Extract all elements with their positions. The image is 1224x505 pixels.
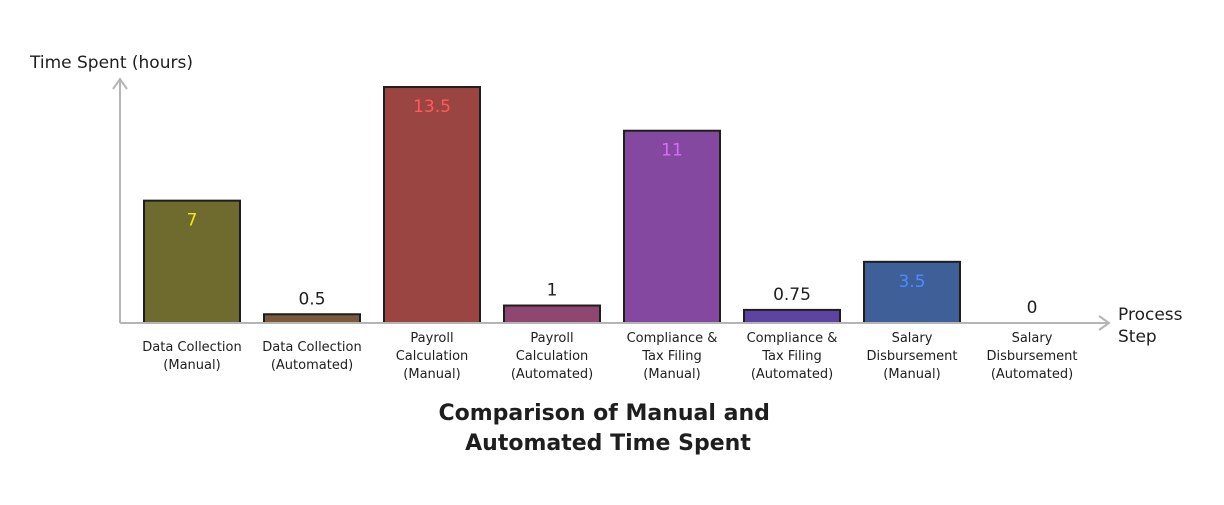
- x-tick-label-3-line-0: Payroll: [530, 331, 573, 346]
- y-axis-label: Time Spent (hours): [29, 53, 193, 73]
- x-tick-label-4: Compliance & Tax Filing (Manual): [627, 331, 718, 382]
- bar-0: [143, 199, 241, 324]
- value-label-0: 7: [187, 211, 198, 231]
- axes: [112, 77, 1111, 331]
- bars-group: [143, 86, 961, 325]
- x-tick-label-4-line-2: (Manual): [643, 367, 700, 382]
- x-tick-label-1-line-1: (Automated): [271, 358, 353, 373]
- value-label-4: 11: [661, 141, 683, 161]
- x-tick-label-5-line-0: Compliance &: [747, 331, 838, 346]
- x-tick-label-4-line-1: Tax Filing: [641, 349, 701, 364]
- bar-3: [503, 304, 601, 324]
- x-tick-label-5-line-1: Tax Filing: [761, 349, 821, 364]
- x-axis-label-line-1: Process: [1118, 305, 1183, 325]
- x-tick-label-2-line-2: (Manual): [403, 367, 460, 382]
- x-axis-label-line-2: Step: [1118, 327, 1157, 347]
- x-tick-label-7-line-2: (Automated): [991, 367, 1073, 382]
- x-tick-label-3-line-1: Calculation: [516, 349, 589, 364]
- x-tick-label-6-line-0: Salary: [892, 331, 933, 346]
- x-tick-labels: Data Collection (Manual) Data Collection (A…: [142, 331, 1077, 382]
- value-label-5: 0.75: [773, 285, 811, 305]
- x-tick-label-6-line-2: (Manual): [883, 367, 940, 382]
- x-tick-label-0-line-0: Data Collection: [142, 340, 241, 355]
- x-tick-label-2-line-1: Calculation: [396, 349, 469, 364]
- x-tick-label-6: Salary Disbursement (Manual): [867, 331, 958, 382]
- value-label-7: 0: [1027, 298, 1038, 318]
- value-label-2: 13.5: [413, 97, 451, 117]
- bar-5: [743, 308, 841, 325]
- value-label-3: 1: [547, 281, 558, 301]
- x-tick-label-6-line-1: Disbursement: [867, 349, 958, 364]
- bar-1: [263, 313, 361, 325]
- x-tick-label-2-line-0: Payroll: [410, 331, 453, 346]
- x-tick-label-7-line-0: Salary: [1012, 331, 1053, 346]
- x-tick-label-3: Payroll Calculation (Automated): [511, 331, 593, 382]
- x-tick-label-5: Compliance & Tax Filing (Automated): [747, 331, 838, 382]
- x-tick-label-1-line-0: Data Collection: [262, 340, 361, 355]
- y-axis-arrow-icon: [112, 77, 128, 90]
- x-axis-arrow-icon: [1098, 315, 1111, 331]
- x-axis-label: Process Step: [1118, 305, 1188, 347]
- bar-2: [383, 86, 481, 324]
- chart-title-line-1: Comparison of Manual and: [438, 401, 769, 426]
- value-label-6: 3.5: [898, 272, 925, 292]
- chart-title: Comparison of Manual and Automated Time …: [438, 401, 777, 456]
- x-tick-label-5-line-2: (Automated): [751, 367, 833, 382]
- x-tick-label-2: Payroll Calculation (Manual): [396, 331, 469, 382]
- x-tick-label-7: Salary Disbursement (Automated): [987, 331, 1078, 382]
- x-tick-label-7-line-1: Disbursement: [987, 349, 1078, 364]
- chart-title-line-2: Automated Time Spent: [465, 431, 751, 456]
- x-tick-label-3-line-2: (Automated): [511, 367, 593, 382]
- x-tick-label-1: Data Collection (Automated): [262, 340, 361, 373]
- x-tick-label-4-line-0: Compliance &: [627, 331, 718, 346]
- x-tick-label-0-line-1: (Manual): [163, 358, 220, 373]
- value-label-1: 0.5: [298, 289, 325, 309]
- x-tick-label-0: Data Collection (Manual): [142, 340, 241, 373]
